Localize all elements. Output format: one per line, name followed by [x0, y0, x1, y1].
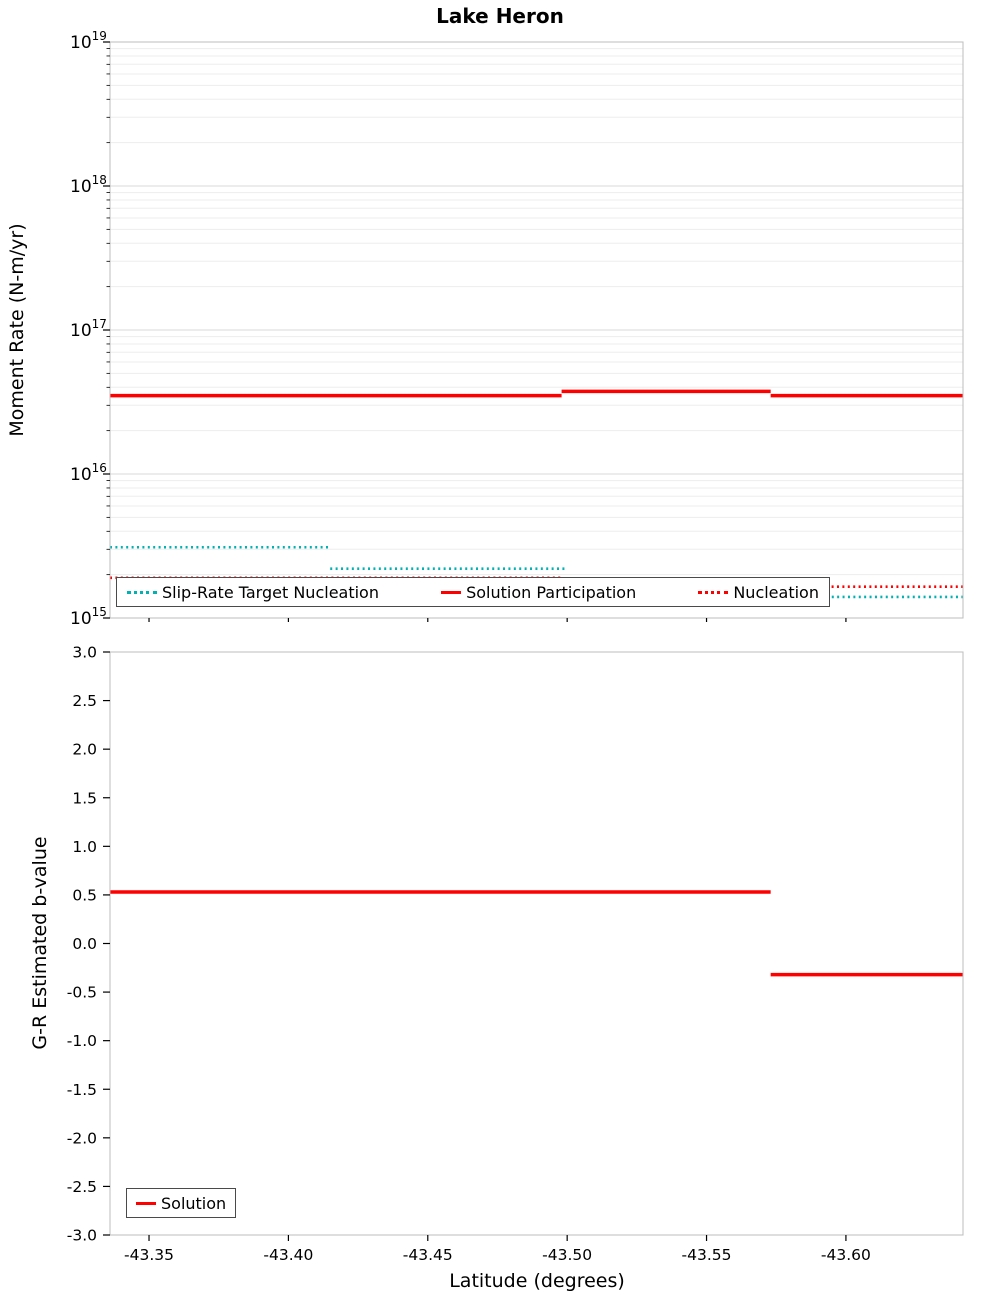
- svg-text:-43.50: -43.50: [542, 1246, 592, 1264]
- legend-bottom-plot: Solution: [126, 1188, 237, 1218]
- svg-text:1.5: 1.5: [72, 789, 97, 807]
- svg-text:1016: 1016: [70, 461, 107, 485]
- svg-text:0.0: 0.0: [72, 935, 97, 953]
- x-axis-label-latitude: Latitude (degrees): [449, 1270, 625, 1292]
- legend-label: Nucleation: [733, 582, 819, 602]
- svg-text:-0.5: -0.5: [67, 984, 97, 1002]
- svg-text:-2.0: -2.0: [67, 1129, 97, 1147]
- svg-text:-43.35: -43.35: [124, 1246, 174, 1264]
- svg-text:-43.40: -43.40: [263, 1246, 313, 1264]
- svg-text:-1.5: -1.5: [67, 1081, 97, 1099]
- svg-text:-43.55: -43.55: [682, 1246, 732, 1264]
- svg-text:2.0: 2.0: [72, 741, 97, 759]
- y-axis-label-moment-rate: Moment Rate (N-m/yr): [6, 223, 28, 437]
- svg-text:1015: 1015: [70, 605, 107, 629]
- legend-solid-line-sample: [441, 590, 462, 594]
- legend-label: Solution: [161, 1193, 227, 1213]
- legend-item: Solution: [136, 1194, 226, 1213]
- svg-text:-43.60: -43.60: [821, 1246, 871, 1264]
- svg-text:1.0: 1.0: [72, 838, 97, 856]
- legend-item: Slip-Rate Target Nucleation: [127, 583, 379, 602]
- svg-text:-43.45: -43.45: [403, 1246, 453, 1264]
- legend-label: Solution Participation: [466, 582, 637, 602]
- legend-item: Solution Participation: [441, 583, 636, 602]
- legend-dotted-line-sample: [698, 590, 729, 594]
- svg-text:1017: 1017: [70, 317, 107, 341]
- legend-solid-line-sample: [136, 1201, 156, 1205]
- chart-title: Lake Heron: [436, 4, 564, 28]
- svg-text:1019: 1019: [70, 29, 107, 53]
- svg-text:1018: 1018: [70, 173, 107, 197]
- legend-label: Slip-Rate Target Nucleation: [162, 582, 379, 602]
- svg-text:-3.0: -3.0: [67, 1227, 97, 1245]
- svg-text:0.5: 0.5: [72, 886, 97, 904]
- svg-text:-2.5: -2.5: [67, 1178, 97, 1196]
- legend-dotted-line-sample: [127, 590, 157, 594]
- svg-text:3.0: 3.0: [72, 644, 97, 662]
- svg-text:2.5: 2.5: [72, 692, 97, 710]
- legend-top-plot: Slip-Rate Target Nucleation Solution Part…: [116, 577, 830, 607]
- y-axis-label-b-value: G-R Estimated b-value: [29, 836, 51, 1050]
- legend-item: Nucleation: [698, 583, 819, 602]
- svg-text:-1.0: -1.0: [67, 1032, 97, 1050]
